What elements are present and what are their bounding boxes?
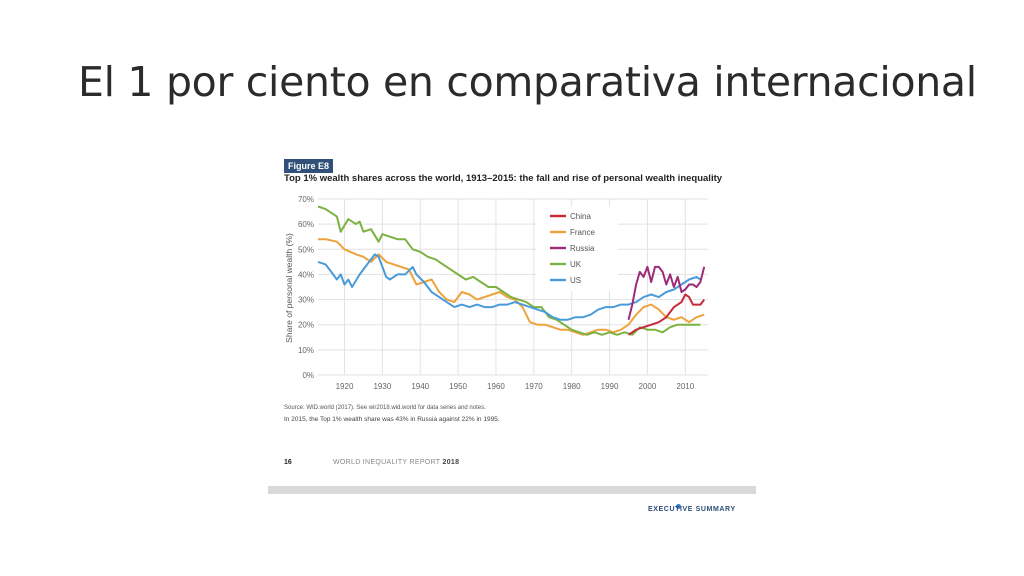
legend-label-france: France (570, 228, 595, 237)
report-page-image: Figure E8 Top 1% wealth shares across th… (268, 150, 756, 518)
y-tick-label: 0% (302, 371, 314, 380)
series-line-uk (317, 205, 701, 336)
legend-label-uk: UK (570, 260, 582, 269)
x-tick-label: 1930 (373, 382, 391, 391)
report-year: 2018 (442, 459, 460, 466)
x-tick-label: 1940 (411, 382, 429, 391)
series-line-russia (627, 265, 706, 320)
figure-source: Source: WID.world (2017). See wir2018.wi… (284, 405, 486, 411)
chart-legend: China France Russia UK US (550, 212, 595, 285)
legend-label-china: China (570, 212, 591, 221)
footer-label: EXECUTIVE SUMMARY (648, 506, 736, 513)
x-tick-label: 1970 (525, 382, 543, 391)
figure-note: In 2015, the Top 1% wealth share was 43%… (284, 416, 500, 423)
y-tick-label: 50% (298, 245, 314, 254)
y-tick-label: 60% (298, 220, 314, 229)
x-tick-label: 1960 (487, 382, 505, 391)
chart-grid (318, 198, 708, 376)
y-tick-label: 20% (298, 321, 314, 330)
x-tick-labels: 1920 1930 1940 1950 1960 1970 1980 1990 2000 2010 (336, 382, 695, 391)
series-line-france (318, 238, 705, 336)
y-tick-label: 30% (298, 296, 314, 305)
x-tick-label: 1990 (601, 382, 619, 391)
y-axis-label: Share of personal wealth (%) (284, 233, 294, 343)
y-tick-label: 10% (298, 346, 314, 355)
x-tick-label: 2000 (639, 382, 657, 391)
y-tick-labels: 0% 10% 20% 30% 40% 50% 60% 70% (298, 195, 314, 380)
figure-tag: Figure E8 (284, 159, 334, 173)
x-tick-label: 2010 (676, 382, 694, 391)
report-name: WORLD INEQUALITY REPORT 2018 (333, 459, 459, 466)
chart-series (317, 205, 706, 336)
wealth-share-chart: 0% 10% 20% 30% 40% 50% 60% 70% 1920 1930 1940 1950… (284, 195, 708, 391)
y-tick-label: 40% (298, 270, 314, 279)
x-tick-label: 1980 (563, 382, 581, 391)
legend-label-us: US (570, 276, 581, 285)
series-line-us (317, 253, 701, 321)
y-tick-label: 70% (298, 195, 314, 204)
x-tick-label: 1920 (336, 382, 354, 391)
page-number: 16 (284, 459, 292, 466)
figure-title: Top 1% wealth shares across the world, 1… (284, 173, 723, 184)
legend-box (536, 207, 618, 291)
slide-title: El 1 por ciento en comparativa internaci… (78, 58, 977, 106)
report-name-text: WORLD INEQUALITY REPORT (333, 459, 441, 466)
footer-dot-icon (676, 504, 681, 509)
legend-label-russia: Russia (570, 244, 595, 253)
x-tick-label: 1950 (449, 382, 467, 391)
page-divider-bar (268, 486, 756, 494)
series-line-china (627, 293, 705, 336)
